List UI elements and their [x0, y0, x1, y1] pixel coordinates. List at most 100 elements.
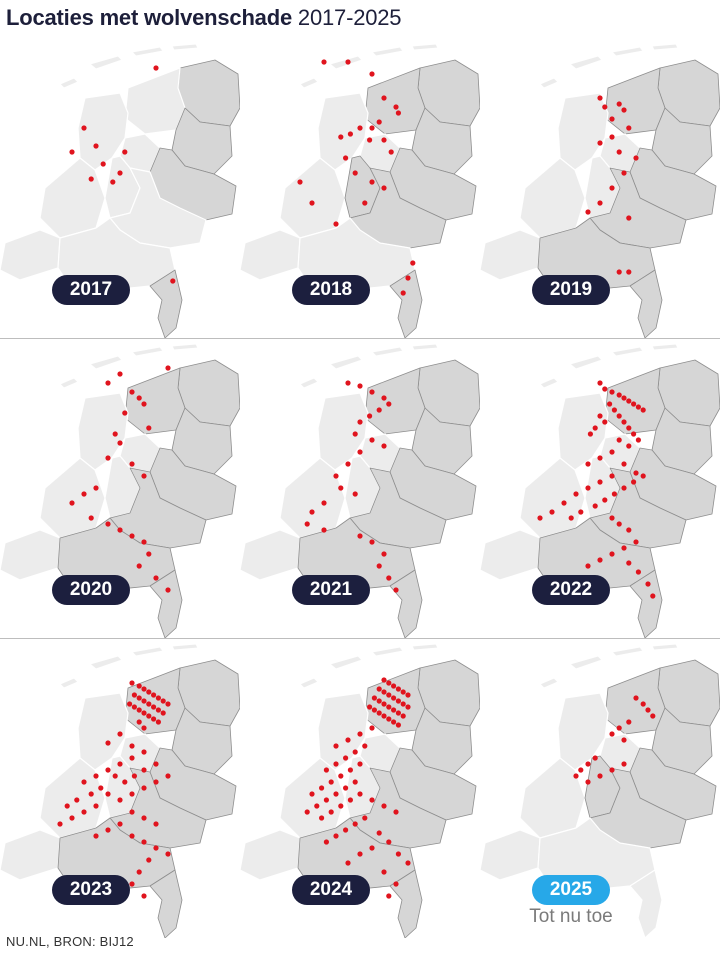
damage-dot [609, 473, 615, 479]
wadden-island-3 [171, 343, 199, 351]
province-friesland [124, 667, 186, 735]
damage-dot [405, 704, 411, 710]
map-2017 [0, 43, 240, 338]
damage-dot [352, 821, 358, 827]
damage-dot [93, 803, 99, 809]
damage-dot [314, 803, 320, 809]
damage-dot [376, 686, 382, 692]
damage-dot [153, 65, 159, 71]
damage-dot [621, 761, 627, 767]
damage-dot [347, 797, 353, 803]
damage-dot [129, 389, 135, 395]
damage-dot [626, 425, 632, 431]
damage-dot [352, 749, 358, 755]
damage-dot [338, 134, 344, 140]
damage-dot [386, 893, 392, 899]
year-label-2024: 2024 [292, 875, 370, 905]
damage-dot [117, 440, 123, 446]
damage-dot [129, 881, 135, 887]
damage-dot [561, 500, 567, 506]
damage-dot [81, 779, 87, 785]
province-friesland [604, 667, 666, 735]
title-main: Locaties met wolvenschade [6, 5, 292, 30]
damage-dot [74, 797, 80, 803]
damage-dot [621, 395, 627, 401]
damage-dot [129, 791, 135, 797]
damage-dot [381, 95, 387, 101]
damage-dot [386, 575, 392, 581]
damage-dot [146, 425, 152, 431]
damage-dot [609, 767, 615, 773]
wadden-island-1 [88, 55, 123, 70]
damage-dot [592, 503, 598, 509]
province-limburg [389, 869, 423, 938]
damage-dot [328, 809, 334, 815]
year-label-2020: 2020 [52, 575, 130, 605]
wadden-island-1 [328, 655, 363, 670]
chart-title: Locaties met wolvenschade 2017-2025 [6, 3, 402, 33]
damage-dot [405, 860, 411, 866]
province-zeeland [0, 529, 61, 581]
damage-dot [626, 398, 632, 404]
damage-dot [165, 365, 171, 371]
damage-dot [537, 515, 543, 521]
damage-dot [141, 815, 147, 821]
damage-dot [357, 791, 363, 797]
map-panel-2025: 2025 Tot nu toe [480, 638, 720, 938]
damage-dot [146, 551, 152, 557]
row-separator-0 [0, 338, 720, 339]
damage-dot [64, 803, 70, 809]
damage-dot [357, 383, 363, 389]
province-friesland [364, 367, 426, 435]
damage-dot [352, 491, 358, 497]
damage-dot [357, 761, 363, 767]
damage-dot [333, 743, 339, 749]
damage-dot [367, 704, 373, 710]
damage-dot [597, 557, 603, 563]
damage-dot [400, 290, 406, 296]
damage-dot [165, 701, 171, 707]
damage-dot [352, 779, 358, 785]
damage-dot [621, 107, 627, 113]
map-2019 [480, 43, 720, 338]
damage-dot [376, 119, 382, 125]
damage-dot [357, 449, 363, 455]
damage-dot [69, 815, 75, 821]
damage-dot [585, 563, 591, 569]
row-separator-1 [0, 638, 720, 639]
damage-dot [633, 470, 639, 476]
damage-dot [69, 500, 75, 506]
wadden-island-1 [88, 355, 123, 370]
damage-dot [395, 698, 401, 704]
damage-dot [93, 833, 99, 839]
damage-dot [343, 755, 349, 761]
damage-dot [597, 773, 603, 779]
wadden-island-1 [568, 655, 603, 670]
damage-dot [129, 755, 135, 761]
damage-dot [81, 491, 87, 497]
source-credit: NU.NL, BRON: BIJ12 [6, 934, 134, 949]
province-zuid-holland [519, 157, 586, 239]
map-2024 [240, 643, 480, 938]
damage-dot [153, 761, 159, 767]
province-zeeland [240, 529, 301, 581]
damage-dot [151, 716, 157, 722]
damage-dot [105, 455, 111, 461]
damage-dot [151, 692, 157, 698]
damage-dot [626, 719, 632, 725]
damage-dot [369, 725, 375, 731]
damage-dot [345, 380, 351, 386]
damage-dot [333, 833, 339, 839]
damage-dot [381, 137, 387, 143]
damage-dot [400, 689, 406, 695]
damage-dot [626, 125, 632, 131]
damage-dot [369, 389, 375, 395]
damage-dot [635, 437, 641, 443]
wadden-island-2 [610, 646, 644, 657]
wadden-island-2 [370, 646, 404, 657]
damage-dot [146, 857, 152, 863]
province-zuid-holland [519, 757, 586, 839]
damage-dot [155, 695, 161, 701]
damage-dot [333, 473, 339, 479]
damage-dot [400, 701, 406, 707]
